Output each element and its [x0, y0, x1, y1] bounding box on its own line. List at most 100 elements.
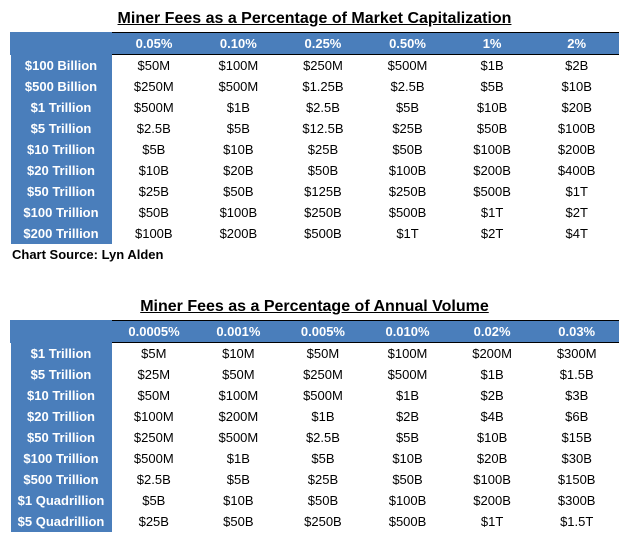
- table2-row-header: $10 Trillion: [11, 385, 112, 406]
- table2-row-header: $1 Trillion: [11, 343, 112, 365]
- table2-row-header: $20 Trillion: [11, 406, 112, 427]
- table1-cell: $100B: [112, 223, 197, 244]
- table1: 0.05%0.10%0.25%0.50%1%2% $100 Billion$50…: [10, 32, 619, 244]
- table1-cell: $25B: [281, 139, 366, 160]
- table1-col-header: 2%: [534, 33, 619, 55]
- table1-col-header: 0.05%: [112, 33, 197, 55]
- table1-cell: $100B: [450, 139, 535, 160]
- table2-cell: $2.5B: [112, 469, 197, 490]
- table1-cell: $5B: [112, 139, 197, 160]
- table1-cell: $20B: [196, 160, 281, 181]
- table2-row-header: $5 Trillion: [11, 364, 112, 385]
- table1-cell: $50B: [112, 202, 197, 223]
- table2-cell: $50B: [365, 469, 450, 490]
- table1-cell: $2.5B: [281, 97, 366, 118]
- table2-col-header: 0.010%: [365, 321, 450, 343]
- table1-row-header: $200 Trillion: [11, 223, 112, 244]
- table2-row-header: $500 Trillion: [11, 469, 112, 490]
- table-row: $20 Trillion$10B$20B$50B$100B$200B$400B: [11, 160, 620, 181]
- table1-cell: $250M: [112, 76, 197, 97]
- table2-cell: $100M: [112, 406, 197, 427]
- table2-col-header: 0.005%: [281, 321, 366, 343]
- table1-cell: $25B: [365, 118, 450, 139]
- table2-cell: $500M: [365, 364, 450, 385]
- table1-cell: $1T: [534, 181, 619, 202]
- table1-cell: $250B: [281, 202, 366, 223]
- table-row: $50 Trillion$25B$50B$125B$250B$500B$1T: [11, 181, 620, 202]
- table1-cell: $400B: [534, 160, 619, 181]
- table2-cell: $25B: [281, 469, 366, 490]
- table1-cell: $500M: [365, 55, 450, 77]
- table2-col-header: 0.001%: [196, 321, 281, 343]
- table1-cell: $1T: [450, 202, 535, 223]
- table2-cell: $1B: [450, 364, 535, 385]
- table2-cell: $200M: [450, 343, 535, 365]
- table2-cell: $15B: [534, 427, 619, 448]
- table1-cell: $50M: [112, 55, 197, 77]
- table2-cell: $5B: [365, 427, 450, 448]
- table2-row-header: $1 Quadrillion: [11, 490, 112, 511]
- table2-cell: $5B: [281, 448, 366, 469]
- table2-cell: $50B: [281, 490, 366, 511]
- table2-cell: $500M: [112, 448, 197, 469]
- table1-row-header: $50 Trillion: [11, 181, 112, 202]
- table-row: $50 Trillion$250M$500M$2.5B$5B$10B$15B: [11, 427, 620, 448]
- table1-cell: $1B: [450, 55, 535, 77]
- table1-cell: $20B: [534, 97, 619, 118]
- table1-cell: $4T: [534, 223, 619, 244]
- table2-cell: $150B: [534, 469, 619, 490]
- table2-cell: $300M: [534, 343, 619, 365]
- table-row: $20 Trillion$100M$200M$1B$2B$4B$6B: [11, 406, 620, 427]
- table2-cell: $250B: [281, 511, 366, 532]
- table2-cell: $500B: [365, 511, 450, 532]
- table2-cell: $500M: [196, 427, 281, 448]
- table1-cell: $25B: [112, 181, 197, 202]
- table1-row-header: $100 Trillion: [11, 202, 112, 223]
- table1-cell: $2.5B: [112, 118, 197, 139]
- table1-col-header: 1%: [450, 33, 535, 55]
- table-row: $5 Quadrillion$25B$50B$250B$500B$1T$1.5T: [11, 511, 620, 532]
- table2-cell: $5B: [112, 490, 197, 511]
- table1-cell: $200B: [450, 160, 535, 181]
- table2-cell: $50M: [196, 364, 281, 385]
- table2-cell: $5M: [112, 343, 197, 365]
- table2: 0.0005%0.001%0.005%0.010%0.02%0.03% $1 T…: [10, 320, 619, 532]
- table1-cell: $5B: [365, 97, 450, 118]
- table2-cell: $100M: [365, 343, 450, 365]
- table1-cell: $50B: [281, 160, 366, 181]
- table1-cell: $500M: [112, 97, 197, 118]
- table2-cell: $25M: [112, 364, 197, 385]
- table1-row-header: $500 Billion: [11, 76, 112, 97]
- table2-cell: $10B: [365, 448, 450, 469]
- table2-cell: $3B: [534, 385, 619, 406]
- table2-cell: $2B: [450, 385, 535, 406]
- table2-row-header: $50 Trillion: [11, 427, 112, 448]
- table1-cell: $250M: [281, 55, 366, 77]
- table2-row-header: $100 Trillion: [11, 448, 112, 469]
- table-row: $100 Trillion$50B$100B$250B$500B$1T$2T: [11, 202, 620, 223]
- table1-col-header: 0.10%: [196, 33, 281, 55]
- table1-cell: $12.5B: [281, 118, 366, 139]
- table2-title: Miner Fees as a Percentage of Annual Vol…: [10, 298, 619, 316]
- table1-cell: $100B: [534, 118, 619, 139]
- table1-cell: $2T: [534, 202, 619, 223]
- table2-cell: $100B: [365, 490, 450, 511]
- table1-col-header: 0.50%: [365, 33, 450, 55]
- chart-source: Chart Source: Lyn Alden: [12, 247, 619, 262]
- table2-cell: $50M: [112, 385, 197, 406]
- table1-cell: $2B: [534, 55, 619, 77]
- table1-cell: $200B: [196, 223, 281, 244]
- table2-cell: $250M: [112, 427, 197, 448]
- table2-cell: $100B: [450, 469, 535, 490]
- table1-cell: $2.5B: [365, 76, 450, 97]
- table2-cell: $500M: [281, 385, 366, 406]
- table1-cell: $500B: [450, 181, 535, 202]
- table2-cell: $20B: [450, 448, 535, 469]
- table-row: $1 Trillion$5M$10M$50M$100M$200M$300M: [11, 343, 620, 365]
- table1-col-header: 0.25%: [281, 33, 366, 55]
- table2-cell: $50M: [281, 343, 366, 365]
- table1-row-header: $5 Trillion: [11, 118, 112, 139]
- table1-cell: $1.25B: [281, 76, 366, 97]
- table-row: $10 Trillion$5B$10B$25B$50B$100B$200B: [11, 139, 620, 160]
- table1-cell: $10B: [534, 76, 619, 97]
